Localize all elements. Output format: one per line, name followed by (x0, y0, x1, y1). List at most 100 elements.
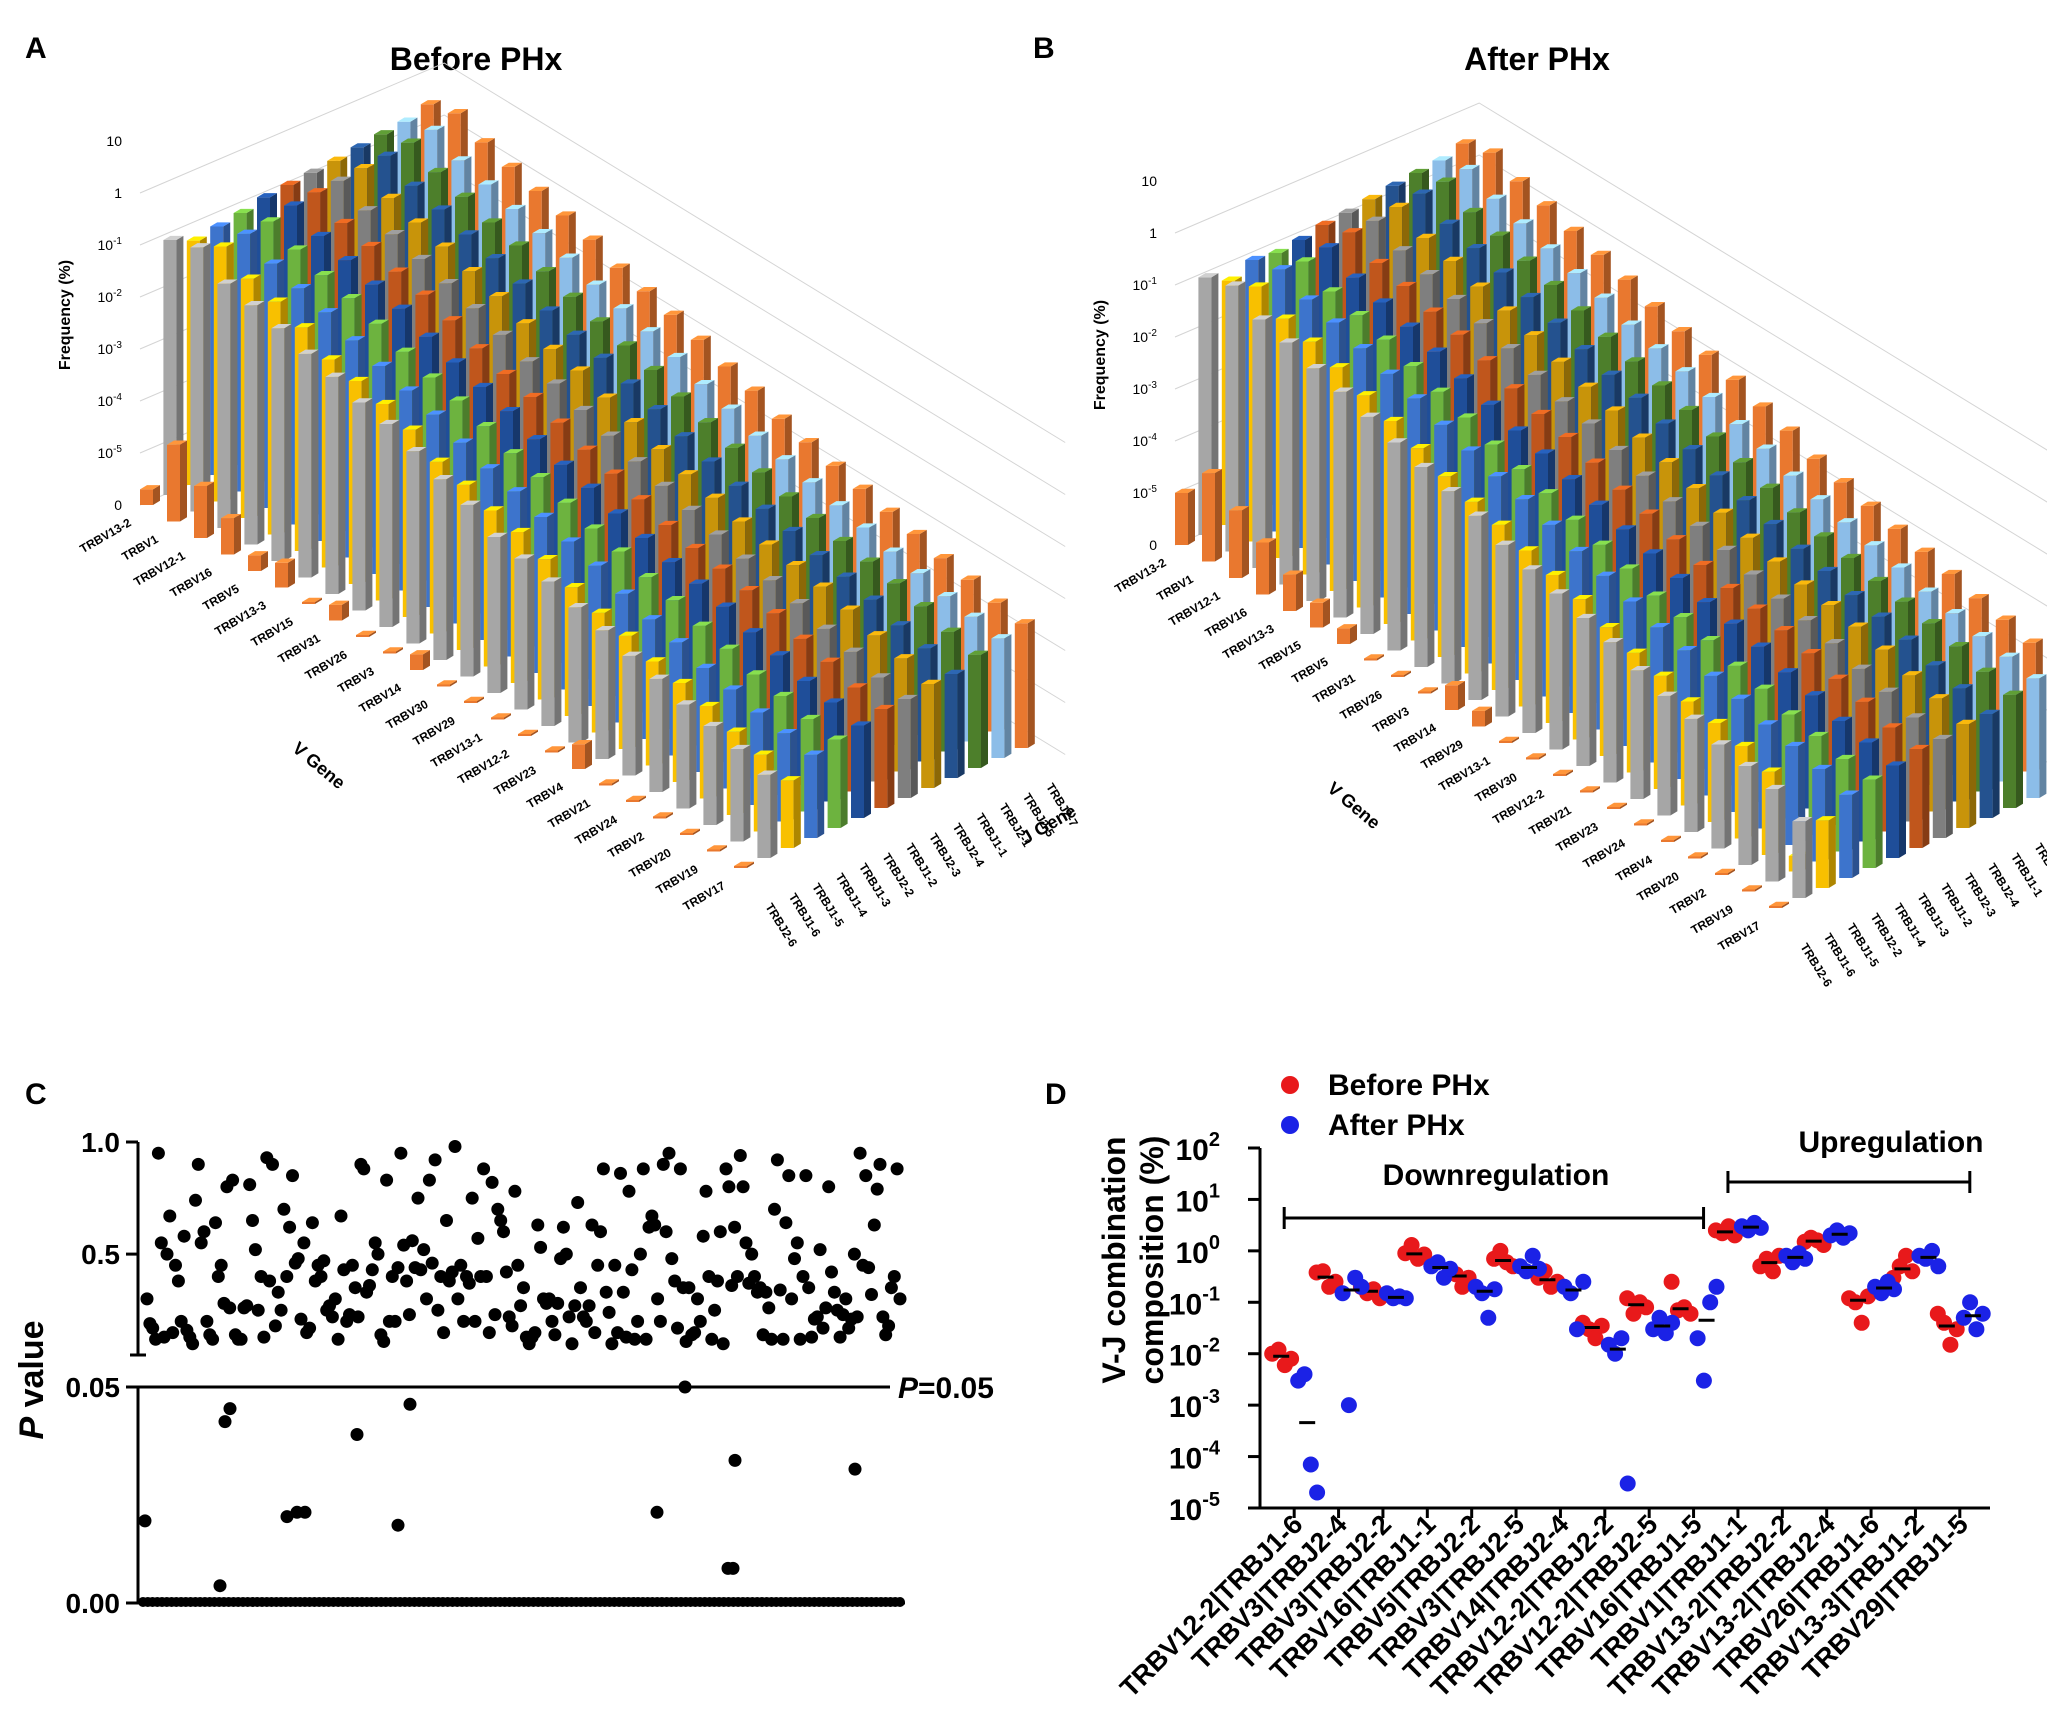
after-point (1334, 1285, 1351, 1302)
pvalue-point (848, 1462, 862, 1476)
y-tick-label: 1 (1149, 225, 1157, 241)
bar (1932, 734, 1953, 838)
bar (1472, 706, 1492, 727)
after-point (1708, 1278, 1725, 1295)
pvalue-point (171, 1274, 185, 1288)
pvalue-point (189, 1193, 202, 1207)
bar (851, 721, 871, 818)
pvalue-point (822, 1180, 836, 1194)
pvalue-point (511, 1258, 525, 1272)
after-point (1930, 1258, 1947, 1275)
bar (275, 558, 295, 588)
pvalue-point (420, 1292, 433, 1306)
after-point (1689, 1330, 1706, 1347)
v-gene-label: TRBV5 (200, 581, 241, 613)
bar (734, 861, 754, 868)
bar (1553, 769, 1573, 776)
pvalue-point (394, 1146, 408, 1160)
pvalue-point (631, 1314, 645, 1328)
pvalue-point (594, 1225, 607, 1239)
bar (1414, 462, 1435, 667)
pvalue-point (422, 1173, 436, 1187)
bar (1499, 736, 1519, 743)
bar (991, 634, 1012, 758)
y-tick-label: 10-3 (1169, 1386, 1220, 1424)
pvalue-point (574, 1281, 587, 1295)
pvalue-point (365, 1263, 379, 1277)
bar (514, 554, 535, 710)
pvalue-point (448, 1140, 462, 1153)
bar (163, 235, 184, 495)
pvalue-point (628, 1332, 642, 1346)
v-gene-label: TRBV15 (249, 614, 296, 649)
before-point (1587, 1330, 1604, 1347)
pvalue-point (200, 1314, 214, 1328)
pvalue-point (691, 1292, 704, 1306)
pvalue-point (240, 1299, 254, 1313)
bar (1580, 786, 1600, 793)
after-point (1302, 1456, 1319, 1473)
v-gene-label: TRBV14 (357, 680, 404, 715)
v-gene-label: TRBV1 (1154, 572, 1195, 604)
v-axis-title: V Gene (289, 738, 349, 793)
pvalue-point (599, 1285, 613, 1299)
pvalue-point (622, 1184, 636, 1198)
pvalue-point (825, 1265, 838, 1279)
pvalue-point (776, 1332, 790, 1346)
before-point (1283, 1350, 1300, 1367)
pvalue-point (796, 1270, 810, 1283)
pvalue-point (169, 1258, 182, 1272)
pvalue-point (177, 1229, 191, 1243)
pvalue-point (462, 1276, 476, 1290)
pvalue-point (773, 1283, 787, 1297)
bar (379, 419, 400, 627)
legend-marker-before (1281, 1076, 1299, 1094)
bar (1738, 761, 1759, 865)
pvalue-point (716, 1337, 730, 1351)
bar (1909, 744, 1930, 848)
pvalue-point (765, 1332, 779, 1346)
pvalue-point (548, 1328, 562, 1342)
y-tick-label: 10-4 (98, 392, 123, 409)
pvalue-point (234, 1332, 248, 1346)
pvalue-point (528, 1326, 542, 1340)
pvalue-point (833, 1330, 847, 1344)
y-tick-label: 0 (114, 497, 122, 513)
bar (568, 602, 589, 743)
pvalue-point (688, 1326, 702, 1340)
pvalue-point (274, 1303, 288, 1317)
y-tick-label: 0 (1149, 537, 1157, 553)
pvalue-point (508, 1184, 522, 1198)
pvalue-point (531, 1218, 545, 1232)
pvalue-point (726, 1561, 740, 1575)
pvalue-point (887, 1270, 901, 1283)
after-point (1651, 1309, 1668, 1326)
pvalue-point (733, 1149, 747, 1162)
pvalue-point (206, 1332, 220, 1346)
bar (1333, 387, 1354, 618)
after-point (1442, 1260, 1459, 1277)
panel-c-threshold-label-rest: =0.05 (918, 1372, 994, 1405)
pvalue-point (759, 1285, 773, 1299)
pvalue-point (345, 1258, 359, 1272)
v-gene-label: TRBV4 (1613, 852, 1654, 884)
bar (329, 600, 349, 621)
pvalue-point (146, 1321, 160, 1335)
panel-c-y-axis-title-rest: value (13, 1320, 51, 1416)
panel-c-y-axis-title-p: P (13, 1417, 51, 1440)
pvalue-point (862, 1261, 876, 1275)
before-point (1942, 1336, 1959, 1353)
pvalue-point (214, 1258, 228, 1272)
pvalue-point (696, 1229, 710, 1243)
pvalue-point (160, 1247, 174, 1261)
gridline (1174, 154, 2047, 503)
pvalue-point (810, 1310, 824, 1324)
pvalue-point (377, 1335, 391, 1348)
pvalue-point (414, 1263, 428, 1277)
pvalue-point (277, 1202, 291, 1216)
bar (703, 721, 724, 825)
bar (190, 243, 211, 512)
bar (1769, 901, 1789, 908)
panel-d-letter: D (1045, 1078, 1067, 1111)
